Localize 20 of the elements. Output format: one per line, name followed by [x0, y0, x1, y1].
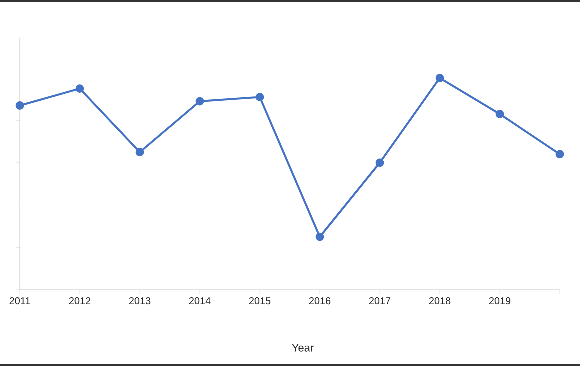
x-tick-label: 2015 — [249, 298, 271, 305]
x-tick-label: 2011 — [10, 298, 30, 305]
x-tick-label: 2018 — [429, 298, 451, 305]
point — [496, 110, 504, 118]
x-tick-label: 2019 — [489, 298, 511, 305]
x-tick-label: 2017 — [369, 298, 391, 305]
point — [376, 158, 384, 168]
x-axis-title: Year — [292, 344, 314, 352]
point — [316, 232, 324, 242]
point — [76, 84, 84, 94]
point — [136, 148, 144, 157]
x-tick-label: 2014 — [189, 298, 211, 305]
x-tick-label: 2012 — [69, 298, 91, 305]
point — [16, 102, 24, 110]
point — [256, 93, 264, 102]
point — [556, 150, 564, 159]
point — [196, 97, 204, 106]
x-tick-label: 2016 — [309, 298, 331, 305]
x-tick-label: 2013 — [129, 298, 151, 305]
point — [436, 74, 444, 82]
